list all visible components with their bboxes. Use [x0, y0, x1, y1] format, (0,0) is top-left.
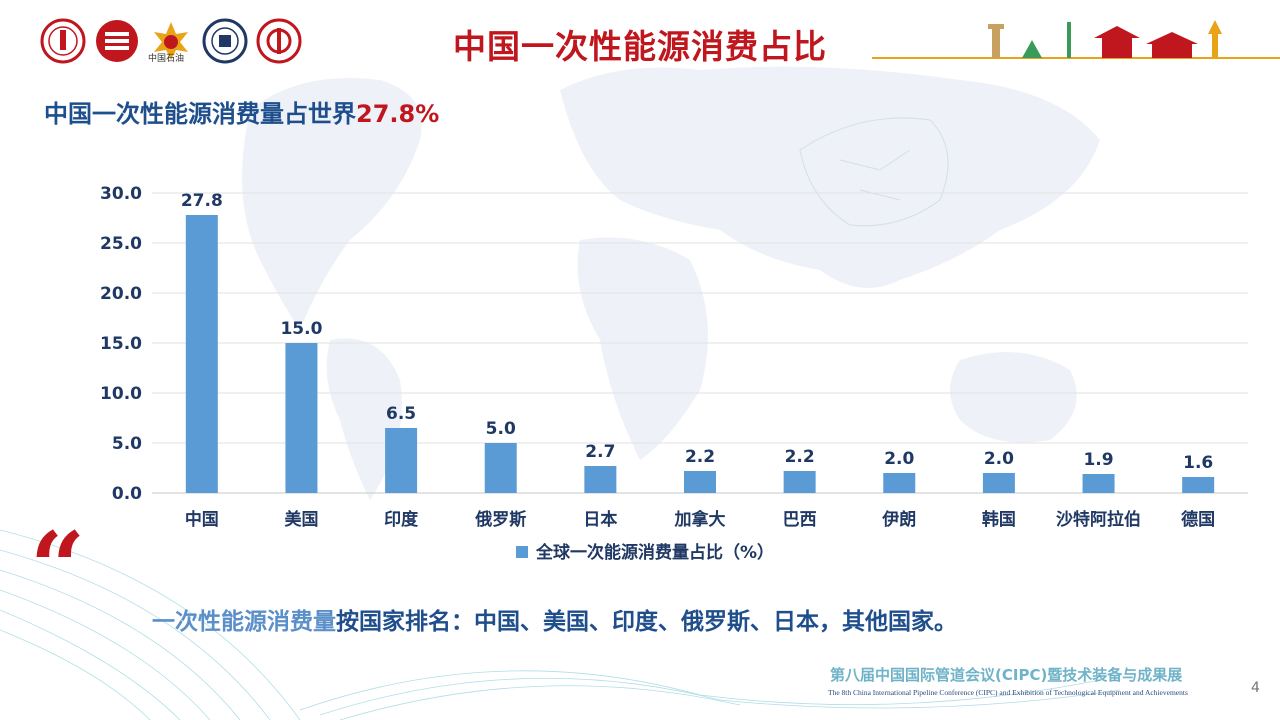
page-number: 4: [1251, 680, 1260, 696]
data-label: 2.0: [884, 449, 914, 469]
petrochina-logo-icon: [154, 22, 188, 60]
data-label: 6.5: [386, 404, 416, 424]
data-label: 1.9: [1083, 450, 1113, 470]
data-label: 27.8: [181, 191, 223, 211]
quote-mark-icon: “: [30, 511, 86, 624]
data-label: 2.2: [685, 447, 715, 467]
y-tick-label: 30.0: [100, 184, 142, 204]
conference-title-en: The 8th China International Pipeline Con…: [828, 688, 1188, 697]
data-label: 2.2: [785, 447, 815, 467]
bar: [684, 471, 716, 493]
x-tick-label: 日本: [583, 509, 617, 530]
legend-swatch: [516, 546, 528, 558]
bar: [1182, 477, 1215, 493]
x-tick-label: 中国: [185, 509, 219, 530]
conference-title: 第八届中国国际管道会议(CIPC)暨技术装备与成果展: [830, 666, 1183, 684]
page-title: 中国一次性能源消费占比: [453, 27, 827, 66]
x-tick-label: 印度: [384, 509, 419, 530]
institute-seal-icon: [256, 18, 302, 64]
pipeline-logo-icon: [96, 20, 138, 62]
y-tick-label: 0.0: [112, 484, 142, 504]
pps-logo-icon: [40, 18, 86, 64]
x-tick-label: 巴西: [783, 510, 817, 530]
x-tick-label: 韩国: [982, 509, 1016, 530]
bar: [982, 473, 1015, 493]
china-share-highlight: 27.8%: [356, 100, 440, 128]
chart-subtitle: 中国一次性能源消费量占世界27.8%: [44, 100, 440, 128]
x-tick-label: 德国: [1181, 509, 1215, 530]
data-label: 5.0: [486, 419, 516, 439]
y-tick-label: 25.0: [100, 234, 142, 254]
bar: [484, 443, 517, 493]
bar: [285, 343, 318, 493]
bar: [584, 466, 617, 493]
bar: [385, 428, 418, 493]
bar: [185, 215, 218, 493]
x-tick-label: 伊朗: [881, 509, 916, 530]
y-tick-label: 10.0: [100, 384, 142, 404]
data-label: 1.6: [1183, 453, 1213, 473]
summary-text: 一次性能源消费量按国家排名：中国、美国、印度、俄罗斯、日本，其他国家。: [152, 609, 957, 635]
y-tick-label: 5.0: [112, 434, 142, 454]
bar: [1082, 474, 1115, 493]
y-tick-label: 15.0: [100, 334, 142, 354]
x-tick-label: 沙特阿拉伯: [1056, 509, 1141, 530]
bar: [883, 473, 916, 493]
x-tick-label: 美国: [284, 509, 318, 530]
university-seal-icon: [202, 18, 248, 64]
x-tick-label: 俄罗斯: [474, 509, 526, 530]
decorative-waves: [0, 529, 1121, 720]
landmark-skyline-icon: [872, 20, 1280, 59]
bar: [783, 471, 816, 493]
x-tick-label: 加拿大: [674, 509, 726, 530]
data-label: 2.0: [984, 449, 1014, 469]
y-tick-label: 20.0: [100, 284, 142, 304]
data-label: 15.0: [280, 319, 322, 339]
legend-label: 全球一次能源消费量占比（%）: [535, 542, 774, 563]
data-label: 2.7: [585, 442, 615, 462]
organization-logos: [40, 16, 302, 66]
petrochina-logo-label: 中国石油: [148, 54, 185, 64]
